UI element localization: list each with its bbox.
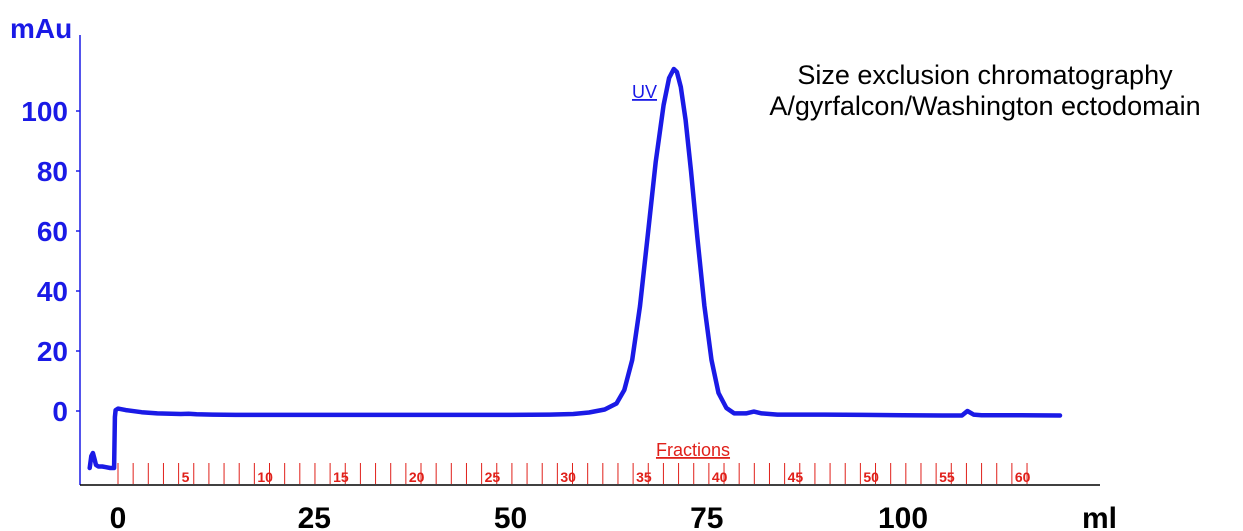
y-tick-label: 100 xyxy=(21,96,68,127)
fraction-number-label: 45 xyxy=(788,469,804,485)
fraction-number-label: 40 xyxy=(712,469,728,485)
fractions-label: Fractions xyxy=(656,440,730,460)
fraction-number-label: 5 xyxy=(182,469,190,485)
uv-series-label: UV xyxy=(632,82,657,102)
fraction-number-label: 55 xyxy=(939,469,955,485)
fraction-number-label: 30 xyxy=(560,469,576,485)
fraction-number-label: 25 xyxy=(485,469,501,485)
x-tick-label: 50 xyxy=(494,502,527,531)
y-tick-label: 0 xyxy=(52,396,68,427)
y-tick-label: 40 xyxy=(37,276,68,307)
y-ticks: 0 20 40 60 80 100 xyxy=(21,96,80,427)
x-tick-label: 25 xyxy=(298,502,331,531)
y-tick-label: 80 xyxy=(37,156,68,187)
x-tick-label: 0 xyxy=(110,502,127,531)
y-axis-title: mAu xyxy=(10,13,72,44)
fraction-markers: 5 10 15 20 25 30 35 40 45 50 55 60 xyxy=(117,463,1031,485)
fraction-number-label: 50 xyxy=(863,469,879,485)
fraction-number-label: 20 xyxy=(409,469,425,485)
chart-title-line-1: Size exclusion chromatography xyxy=(797,60,1173,90)
y-tick-label: 60 xyxy=(37,216,68,247)
uv-series-line xyxy=(87,66,1063,471)
y-tick-label: 20 xyxy=(37,336,68,367)
chart-title-line-2: A/gyrfalcon/Washington ectodomain xyxy=(769,91,1200,121)
x-tick-label: 75 xyxy=(690,502,723,531)
x-ticks: 0 25 50 75 100 xyxy=(110,502,928,531)
x-axis-title: ml xyxy=(1082,502,1117,531)
fraction-number-label: 10 xyxy=(257,469,273,485)
fraction-number-label: 15 xyxy=(333,469,349,485)
fraction-number-label: 35 xyxy=(636,469,652,485)
x-tick-label: 100 xyxy=(878,502,928,531)
fraction-number-label: 60 xyxy=(1015,469,1031,485)
